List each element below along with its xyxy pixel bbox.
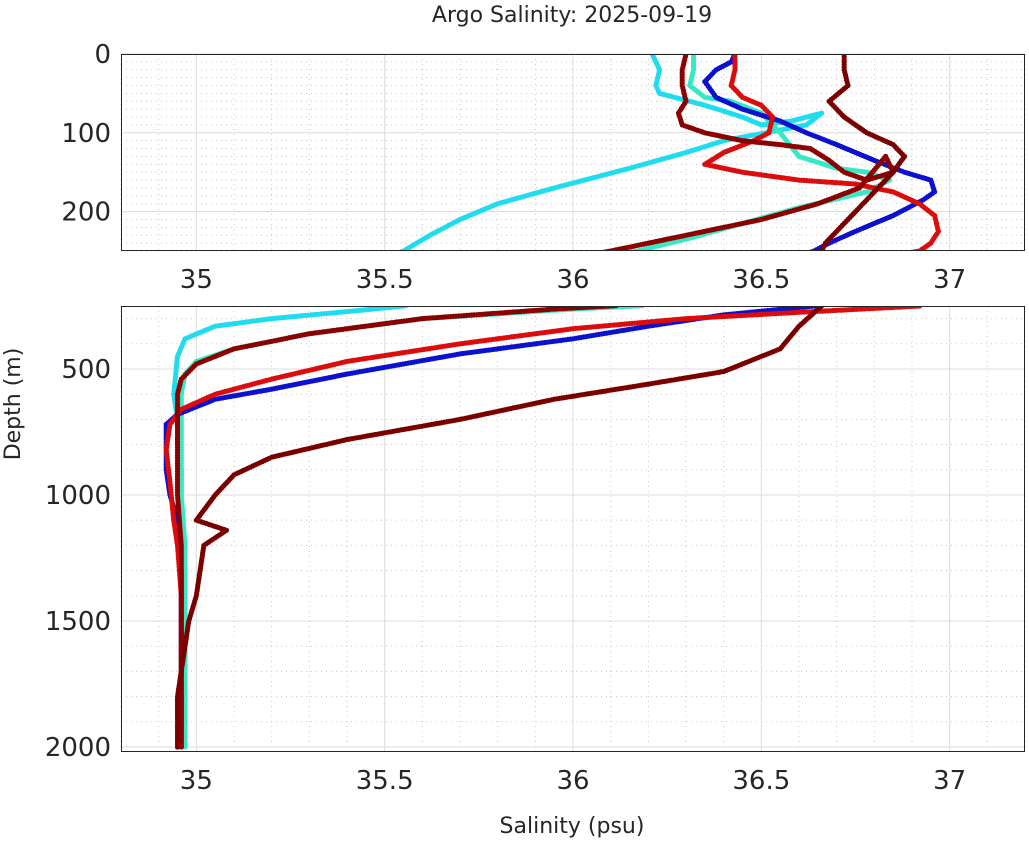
x-tick-label: 37: [933, 766, 966, 796]
series-profile-darkred: [600, 54, 896, 251]
upper-panel: 35 35.5 36 36.5 37 0 100 200: [61, 40, 1026, 295]
y-tick-label: 200: [61, 198, 111, 228]
series-profile-maroon: [174, 306, 825, 750]
x-axis-label: Salinity (psu): [500, 814, 645, 839]
x-tick-label: 35.5: [356, 766, 414, 796]
y-axis-label: Depth (m): [1, 348, 26, 461]
data-point: [809, 249, 815, 251]
data-layer: [163, 306, 923, 750]
y-tick-label: 100: [61, 119, 111, 149]
lower-panel: 35 35.5 36 36.5 37 500 1000 1500 2000: [45, 306, 1026, 796]
data-point: [178, 744, 184, 750]
y-tick-label: 2000: [45, 733, 111, 763]
series-profile-maroon: [819, 54, 908, 251]
x-tick-label: 35: [180, 265, 213, 295]
data-point: [182, 744, 188, 750]
x-tick-label: 35.5: [356, 265, 414, 295]
x-tick-label: 37: [933, 265, 966, 295]
data-layer: [396, 54, 942, 251]
x-tick-label: 36: [556, 766, 589, 796]
y-tick-label: 500: [61, 355, 111, 385]
data-point: [174, 744, 181, 750]
chart-title: Argo Salinity: 2025-09-19: [432, 3, 712, 28]
x-tick-label: 36: [556, 265, 589, 295]
x-tick-label: 36.5: [732, 766, 790, 796]
y-tick-label: 1000: [45, 481, 111, 511]
y-tick-label: 1500: [45, 607, 111, 637]
x-tick-label: 35: [180, 766, 213, 796]
series-profile-red: [702, 54, 942, 251]
series-profile-darkred: [174, 306, 619, 750]
axes-frame: [121, 306, 1025, 752]
axes-frame: [121, 54, 1025, 251]
data-point: [398, 249, 404, 251]
y-tick-label: 0: [94, 40, 111, 70]
x-tick-label: 36.5: [732, 265, 790, 295]
